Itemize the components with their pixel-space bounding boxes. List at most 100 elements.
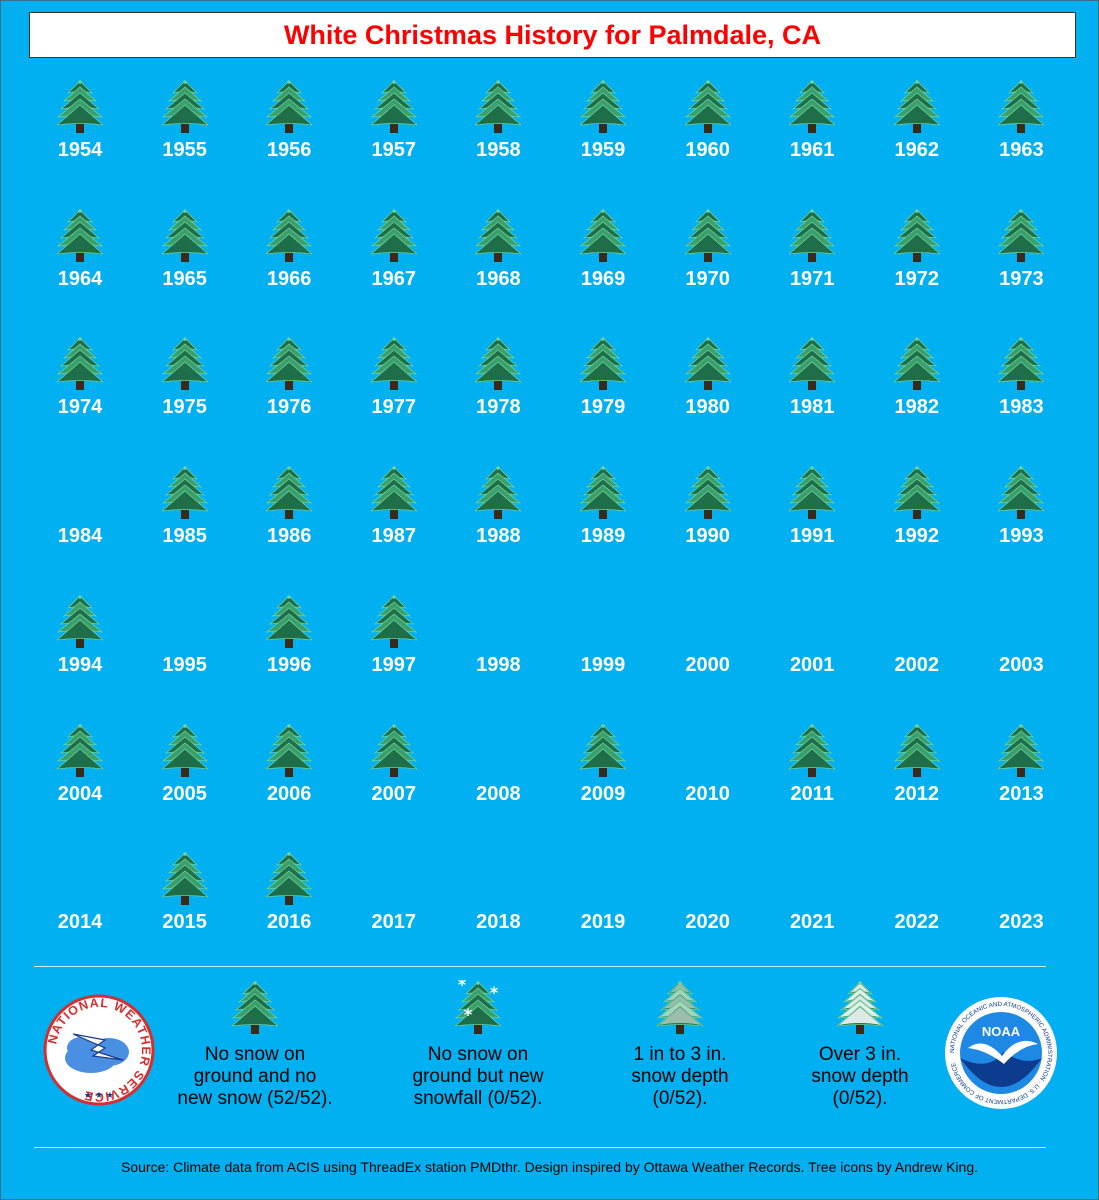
legend-item-2: * * * No snow on ground but new snowfall (0/5… — [378, 980, 578, 1110]
year-label: 1979 — [580, 396, 626, 419]
year-label: 1990 — [685, 525, 730, 548]
year-label: 1955 — [162, 139, 207, 161]
legend-text-line: 1 in to 3 in. — [633, 1044, 727, 1065]
year-cell-1982: 1982 — [865, 333, 969, 433]
green-tree-icon — [161, 723, 208, 777]
year-label: 1963 — [999, 139, 1044, 161]
year-cell-1988: 1988 — [446, 462, 550, 562]
year-label: 2016 — [266, 911, 312, 934]
divider-bottom — [34, 1147, 1046, 1148]
year-cell-2005: 2005 — [133, 720, 237, 820]
year-cell-1960: 1960 — [656, 76, 760, 176]
light-snow-tree-icon — [657, 981, 703, 1034]
year-cell-2001: 2001 — [760, 591, 864, 691]
year-label: 1998 — [476, 653, 521, 676]
year-label: 2015 — [162, 911, 207, 934]
year-cell-1995: 1995 — [133, 591, 237, 691]
noaa-logo: NOAA NATIONAL OCEANIC AND ATMOSPHERIC AD… — [945, 997, 1057, 1109]
green-tree-icon — [266, 466, 313, 520]
green-tree-icon — [161, 337, 208, 391]
year-label: 2001 — [789, 653, 835, 676]
green-tree-icon — [893, 466, 940, 520]
year-cell-1958: 1958 — [446, 76, 550, 176]
nws-logo: NATIONAL WEATHER SERVICE ★ ★ ★ — [43, 994, 155, 1106]
legend-text-line: snow depth — [811, 1066, 909, 1087]
snowflake-tree-icon: * * * — [455, 980, 501, 1034]
green-tree-icon — [789, 337, 836, 391]
year-label: 2023 — [999, 911, 1044, 934]
year-label: 1999 — [580, 653, 626, 676]
year-cell-2002: 2002 — [865, 591, 969, 691]
year-label: 1958 — [476, 139, 521, 161]
year-label: 1987 — [371, 525, 417, 548]
green-tree-icon — [232, 981, 278, 1034]
green-tree-icon — [893, 723, 940, 777]
title-box: White Christmas History for Palmdale, CA — [29, 12, 1076, 58]
year-cell-2010: 2010 — [656, 720, 760, 820]
year-label: 1974 — [57, 396, 103, 419]
year-cell-1972: 1972 — [865, 205, 969, 305]
green-tree-icon — [161, 208, 208, 262]
year-cell-1955: 1955 — [133, 76, 237, 176]
year-cell-1978: 1978 — [446, 333, 550, 433]
green-tree-icon — [684, 208, 731, 262]
legend-text-line: new snow (52/52). — [177, 1088, 333, 1109]
svg-text:*: * — [490, 983, 499, 1002]
year-label: 1972 — [894, 267, 940, 290]
year-cell-1967: 1967 — [342, 205, 446, 305]
year-label: 1986 — [266, 525, 312, 548]
green-tree-icon — [370, 208, 417, 262]
year-cell-1996: 1996 — [237, 591, 341, 691]
green-tree-icon — [370, 337, 417, 391]
green-tree-icon — [684, 466, 731, 520]
year-label: 1961 — [789, 139, 835, 161]
legend-text-line: Over 3 in. — [818, 1044, 902, 1065]
year-grid: 1954 1955 1956 1957 1958 1959 1960 1961 1962 1963… — [28, 76, 1076, 956]
green-tree-icon — [57, 594, 103, 648]
year-cell-2009: 2009 — [551, 720, 655, 820]
year-cell-2018: 2018 — [446, 848, 550, 948]
year-label: 1969 — [580, 267, 626, 290]
year-label: 1970 — [685, 267, 730, 290]
svg-text:*: * — [458, 980, 467, 994]
year-label: 1959 — [580, 139, 626, 161]
year-label: 1956 — [266, 139, 312, 161]
legend-text-line: No snow on — [204, 1044, 306, 1065]
year-cell-1954: 1954 — [28, 76, 132, 176]
year-cell-2007: 2007 — [342, 720, 446, 820]
legend-text-line: snow depth — [631, 1066, 729, 1087]
year-cell-1992: 1992 — [865, 462, 969, 562]
divider-top — [34, 966, 1046, 967]
year-cell-1962: 1962 — [865, 76, 969, 176]
green-tree-icon — [475, 466, 522, 520]
svg-text:*: * — [464, 1005, 473, 1024]
year-cell-1986: 1986 — [237, 462, 341, 562]
year-label: 1995 — [162, 653, 207, 676]
year-label: 2019 — [580, 911, 626, 934]
green-tree-icon — [998, 208, 1045, 262]
year-cell-1976: 1976 — [237, 333, 341, 433]
year-label: 1957 — [371, 139, 417, 161]
green-tree-icon — [57, 80, 103, 133]
year-label: 2000 — [685, 653, 730, 676]
year-cell-1957: 1957 — [342, 76, 446, 176]
year-label: 2017 — [371, 911, 417, 934]
green-tree-icon — [370, 594, 417, 648]
year-label: 1976 — [266, 396, 312, 419]
year-label: 1973 — [999, 267, 1044, 290]
legend-item-3: 1 in to 3 in. snow depth (0/52). — [595, 980, 765, 1110]
green-tree-icon — [684, 337, 731, 391]
year-cell-1983: 1983 — [969, 333, 1073, 433]
year-cell-2023: 2023 — [969, 848, 1073, 948]
year-cell-2011: 2011 — [760, 720, 864, 820]
year-cell-1956: 1956 — [237, 76, 341, 176]
legend-text-line: No snow on — [427, 1044, 529, 1065]
green-tree-icon — [789, 466, 836, 520]
green-tree-icon — [998, 337, 1045, 391]
year-cell-1968: 1968 — [446, 205, 550, 305]
year-label: 1994 — [57, 653, 103, 676]
year-label: 2012 — [894, 782, 940, 805]
year-label: 1971 — [789, 267, 835, 290]
year-cell-1979: 1979 — [551, 333, 655, 433]
green-tree-icon — [57, 208, 103, 262]
